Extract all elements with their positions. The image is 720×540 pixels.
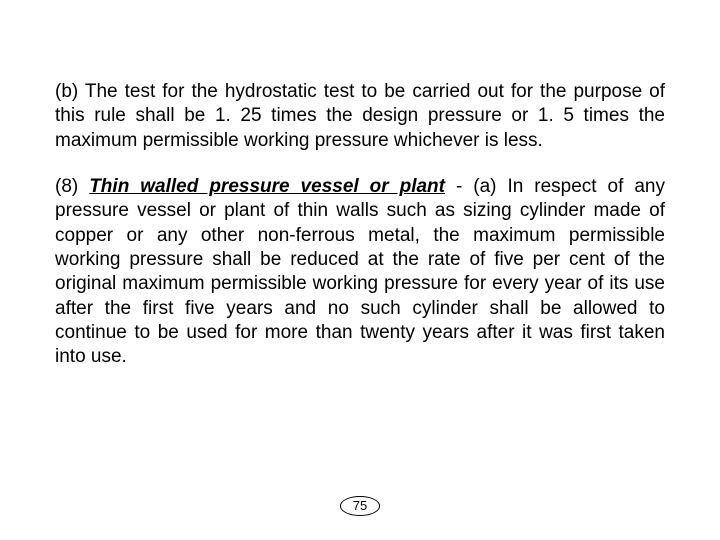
page-number: 75 <box>340 496 380 516</box>
document-body: (b) The test for the hydrostatic test to… <box>55 80 665 391</box>
page-footer: 75 <box>0 496 720 516</box>
paragraph-b: (b) The test for the hydrostatic test to… <box>55 80 665 153</box>
para-8-heading: Thin walled pressure vessel or plant <box>89 176 445 197</box>
paragraph-8: (8) Thin walled pressure vessel or plant… <box>55 175 665 370</box>
para-8-rest: - (a) In respect of any pressure vessel … <box>55 176 665 367</box>
para-8-prefix: (8) <box>55 176 89 197</box>
